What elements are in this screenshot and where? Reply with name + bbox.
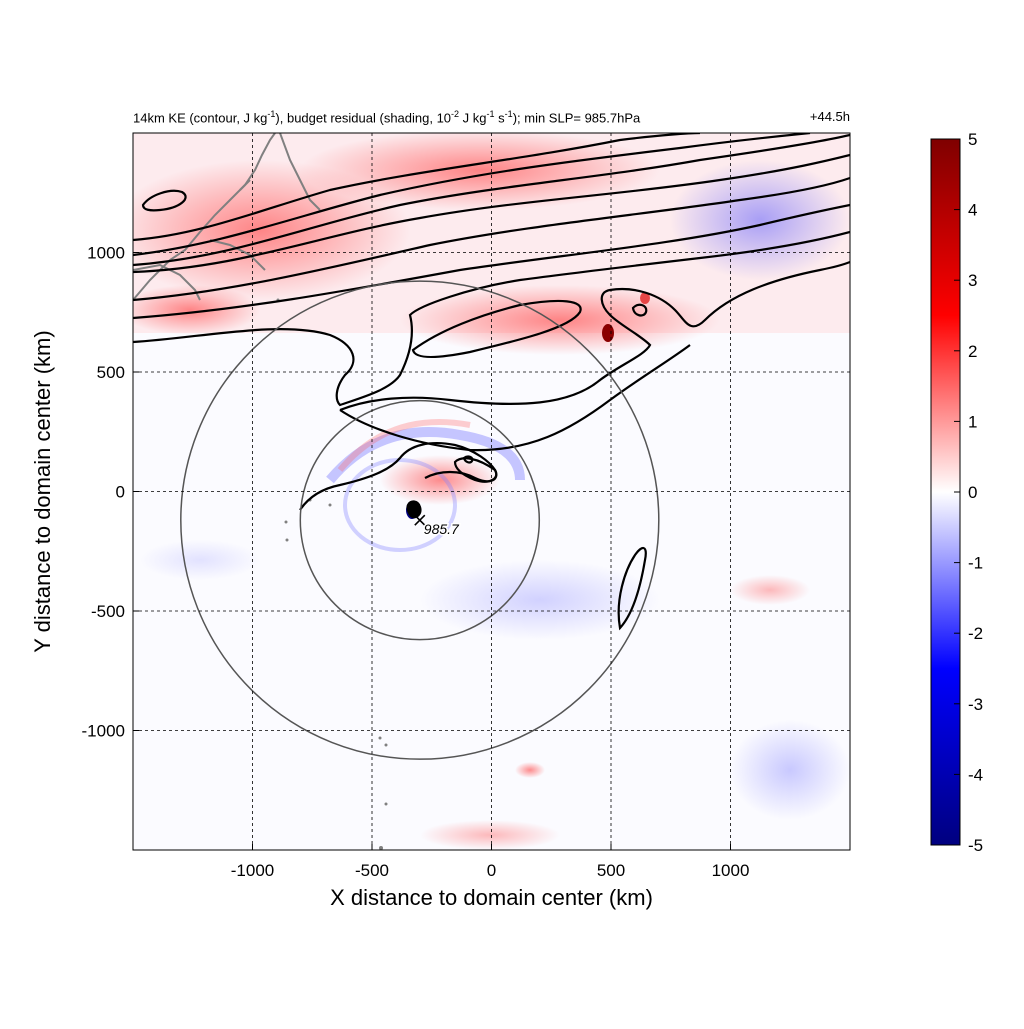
x-tick-label: -1000 — [231, 861, 274, 880]
shading-patch-blue-s — [420, 560, 660, 640]
y-tick-label: 0 — [116, 483, 125, 502]
x-tick-label: 1000 — [712, 861, 750, 880]
shading-spot-red — [640, 292, 650, 304]
colorbar-tick-label: -1 — [968, 554, 983, 573]
x-tick-label: -500 — [355, 861, 389, 880]
colorbar-tick-label: 3 — [968, 271, 977, 290]
x-axis-ticks: -1000 -500 0 500 1000 — [231, 844, 750, 880]
shading-ring-blue — [343, 458, 457, 552]
y-tick-label: -500 — [91, 602, 125, 621]
colorbar-tick-label: -5 — [968, 836, 983, 855]
contour-15 — [141, 189, 187, 212]
title-text: ); min SLP= 985.7hPa — [512, 110, 641, 126]
y-tick-label: 500 — [97, 363, 125, 382]
colorbar-tick-label: 0 — [968, 483, 977, 502]
contour-2 — [133, 133, 811, 257]
lead-time-label: +44.5h — [809, 109, 850, 124]
ring-1000km — [180, 280, 660, 760]
colorbar-tick-label: -4 — [968, 765, 983, 784]
contour-5 — [133, 176, 850, 302]
radius-rings — [180, 280, 660, 760]
contour-7 — [133, 230, 850, 407]
x-tick-label: 0 — [487, 861, 496, 880]
shading-patch-blue-se — [730, 720, 850, 820]
shading-eye-red — [380, 455, 500, 505]
title-text: ), budget residual (shading, 10 — [275, 110, 452, 126]
x-axis-title: X distance to domain center (km) — [330, 885, 653, 910]
shading-patch-red-e — [730, 575, 810, 605]
shading-patch-blue-ne — [670, 160, 850, 280]
shading-patch-red-ne — [400, 285, 720, 355]
min-slp-marker: 985.7 — [414, 514, 462, 539]
contour-14 — [462, 455, 474, 464]
y-tick-label: 1000 — [87, 244, 125, 263]
contour-4 — [133, 153, 850, 274]
title-superscript: -1 — [504, 109, 513, 119]
title-superscript: -1 — [486, 109, 495, 119]
y-axis-ticks: -1000 -500 0 500 1000 — [82, 244, 139, 741]
contour-10 — [339, 344, 691, 452]
title-text: s — [494, 110, 505, 126]
title-superscript: -1 — [267, 109, 276, 119]
title-text: 14km KE (contour, J kg — [133, 110, 268, 126]
colorbar-tick-label: -3 — [968, 695, 983, 714]
ke-contours — [133, 133, 850, 631]
colorbar-tick-label: 4 — [968, 201, 977, 220]
contour-1 — [133, 133, 701, 242]
contour-17 — [406, 500, 422, 519]
contour-3 — [133, 133, 850, 267]
shading-patch-red-s — [420, 820, 560, 850]
contour-9 — [339, 260, 850, 412]
colorbar-tick-label: -2 — [968, 624, 983, 643]
shading-patch-red-n — [300, 133, 660, 210]
shading-spiral-red — [337, 419, 471, 472]
storm-center-marker — [414, 514, 426, 526]
contour-11 — [631, 303, 648, 317]
y-axis-title: Y distance to domain center (km) — [30, 330, 55, 652]
shading-spot-dark-red — [602, 324, 614, 342]
contour-12 — [299, 441, 498, 511]
ring-500km — [299, 399, 541, 641]
plot-frame — [132, 132, 851, 851]
plot-title: 14km KE (contour, J kg-1), budget residu… — [133, 109, 640, 125]
colorbar-tick-label: 1 — [968, 412, 977, 431]
colorbar-tick-label: 2 — [968, 342, 977, 361]
min-slp-label: 985.7 — [424, 521, 460, 537]
title-text: J kg — [459, 110, 487, 126]
colorbar-ticks: 5 4 3 2 1 0 -1 -2 -3 -4 -5 — [954, 130, 983, 855]
title-superscript: -2 — [451, 109, 460, 119]
shading-spiral-blue — [326, 427, 525, 484]
contour-6 — [133, 203, 850, 320]
y-tick-label: -1000 — [82, 722, 125, 741]
islands — [276, 298, 388, 850]
x-tick-label: 500 — [597, 861, 625, 880]
contour-16 — [617, 547, 647, 631]
contour-8 — [411, 299, 582, 359]
colorbar-tick-label: 5 — [968, 130, 977, 149]
shading-patch-red-se — [515, 762, 545, 778]
shading-patch-blue-w — [140, 540, 260, 580]
